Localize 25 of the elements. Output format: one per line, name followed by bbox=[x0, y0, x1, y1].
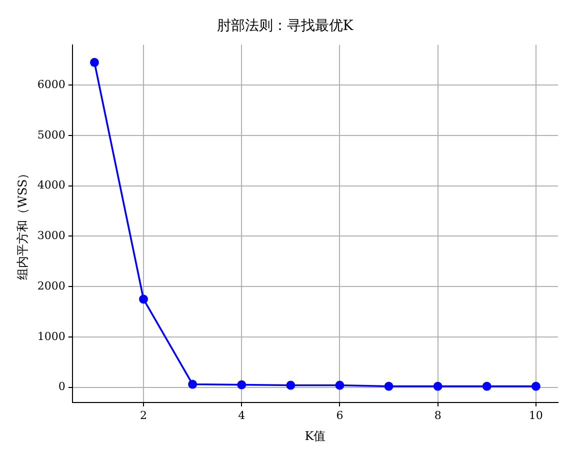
chart-title: 肘部法则：寻找最优K bbox=[216, 18, 354, 34]
y-tick-label: 2000 bbox=[37, 279, 66, 292]
point bbox=[531, 382, 540, 391]
x-axis-title: K值 bbox=[304, 428, 326, 443]
y-axis-title: 组内平方和（WSS） bbox=[15, 167, 30, 280]
point bbox=[433, 382, 442, 391]
point bbox=[188, 380, 198, 389]
y-tick-label: 6000 bbox=[37, 78, 66, 91]
x-tick-label: 10 bbox=[528, 408, 543, 422]
point bbox=[482, 382, 492, 391]
x-tick-label: 8 bbox=[434, 408, 442, 422]
y-tick-label: 3000 bbox=[37, 229, 66, 242]
y-tick-label: 4000 bbox=[37, 178, 66, 192]
x-tick-label: 2 bbox=[140, 408, 148, 422]
point bbox=[90, 58, 99, 67]
point bbox=[286, 380, 296, 390]
x-tick-label: 4 bbox=[238, 408, 246, 422]
point bbox=[335, 380, 344, 390]
y-tick-label: 0 bbox=[58, 380, 66, 394]
point bbox=[384, 382, 394, 391]
y-tick-label: 1000 bbox=[37, 330, 66, 343]
y-tick-label: 5000 bbox=[37, 128, 66, 142]
point bbox=[237, 380, 246, 390]
x-tick-label: 6 bbox=[336, 408, 344, 422]
point bbox=[139, 294, 148, 304]
